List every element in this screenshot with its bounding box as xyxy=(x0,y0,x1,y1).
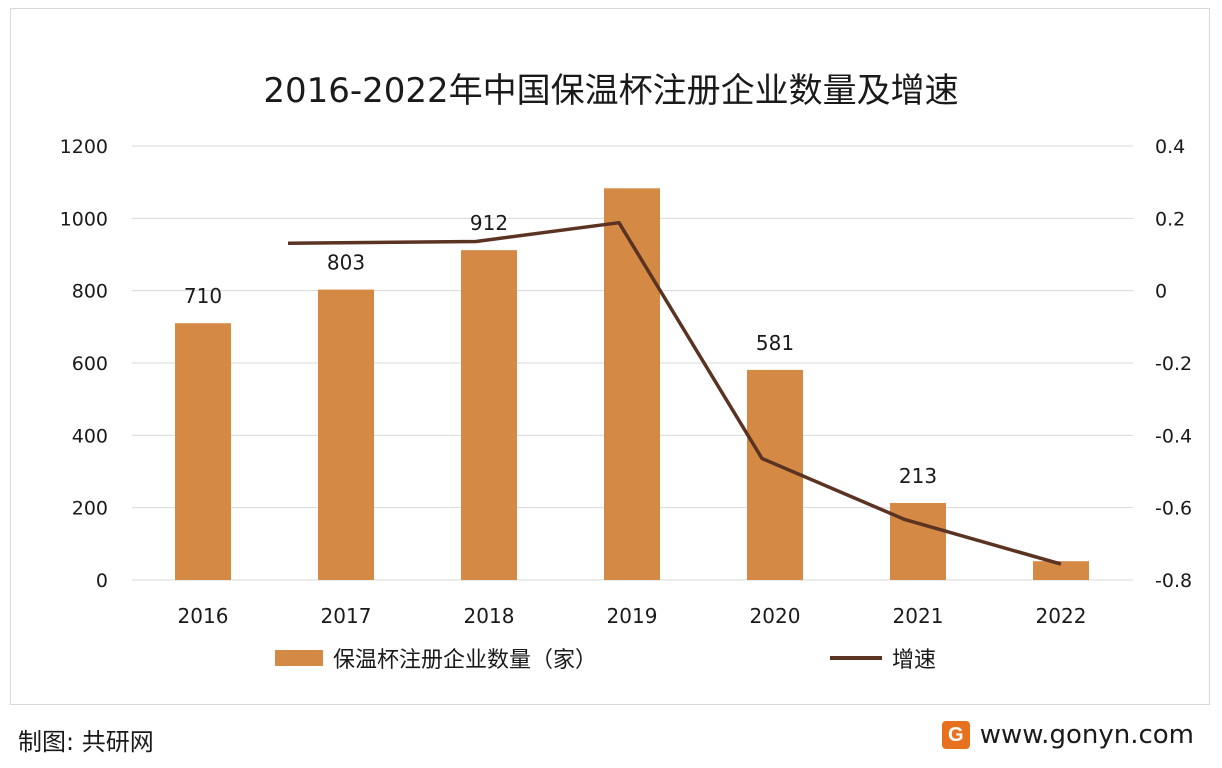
y-left-tick-label: 200 xyxy=(72,498,108,520)
y-right-tick-label: -0.6 xyxy=(1155,498,1192,520)
y-right-tick-label: -0.8 xyxy=(1155,570,1192,592)
y-left-tick-label: 800 xyxy=(72,281,108,303)
brand: G www.gonyn.com xyxy=(941,720,1194,750)
legend-swatch-bar xyxy=(275,650,323,666)
y-right-tick-label: 0 xyxy=(1155,281,1167,303)
x-tick-label: 2017 xyxy=(321,604,372,628)
legend: 保温杯注册企业数量（家） 增速 xyxy=(0,642,1222,674)
growth-line xyxy=(287,220,1062,566)
bar xyxy=(890,502,946,580)
legend-item-count: 保温杯注册企业数量（家） xyxy=(275,642,597,674)
y-left-tick-label: 400 xyxy=(72,425,108,447)
y-left-tick-label: 1000 xyxy=(60,208,108,230)
legend-label-count: 保温杯注册企业数量（家） xyxy=(333,648,598,673)
x-tick-label: 2018 xyxy=(464,604,515,628)
legend-item-growth: 增速 xyxy=(830,642,936,674)
bar xyxy=(604,188,660,580)
legend-swatch-line xyxy=(830,656,882,660)
brand-logo-icon: G xyxy=(941,721,970,749)
legend-label-growth: 增速 xyxy=(892,648,937,673)
y-right-tick-label: 0.2 xyxy=(1155,208,1185,230)
bar xyxy=(318,289,374,580)
bar-series xyxy=(175,188,1089,580)
bar-data-label: 710 xyxy=(184,284,222,308)
bar xyxy=(461,250,517,580)
bar-data-label: 912 xyxy=(470,211,508,235)
y-left-tick-label: 1200 xyxy=(60,136,108,158)
bar-data-label: 581 xyxy=(756,331,794,355)
bar-data-label: 213 xyxy=(899,464,937,488)
y-left-tick-label: 600 xyxy=(72,353,108,375)
bar xyxy=(1033,561,1089,580)
chart-title: 2016-2022年中国保温杯注册企业数量及增速 xyxy=(263,71,959,111)
line-series xyxy=(287,220,1062,566)
source-credit: 制图: 共研网 xyxy=(18,728,154,756)
x-tick-label: 2022 xyxy=(1036,604,1087,628)
bar xyxy=(175,323,231,580)
y-right-tick-label: 0.4 xyxy=(1155,136,1185,158)
x-tick-label: 2020 xyxy=(750,604,801,628)
footer: 制图: 共研网 G www.gonyn.com xyxy=(0,718,1222,758)
brand-url: www.gonyn.com xyxy=(979,720,1194,750)
bar xyxy=(747,369,803,580)
x-tick-label: 2016 xyxy=(178,604,229,628)
bar-data-label: 803 xyxy=(327,251,365,275)
x-tick-label: 2021 xyxy=(893,604,944,628)
x-tick-label: 2019 xyxy=(607,604,658,628)
data-labels: 710 803 912 581 213 xyxy=(184,211,937,488)
y-left-tick-label: 0 xyxy=(96,570,108,592)
axis-labels: 0 200 400 600 800 1000 1200 -0.8 -0.6 -0.4 -0.2 0 0.… xyxy=(60,136,1192,628)
y-right-tick-label: -0.4 xyxy=(1155,425,1192,447)
y-right-tick-label: -0.2 xyxy=(1155,353,1192,375)
